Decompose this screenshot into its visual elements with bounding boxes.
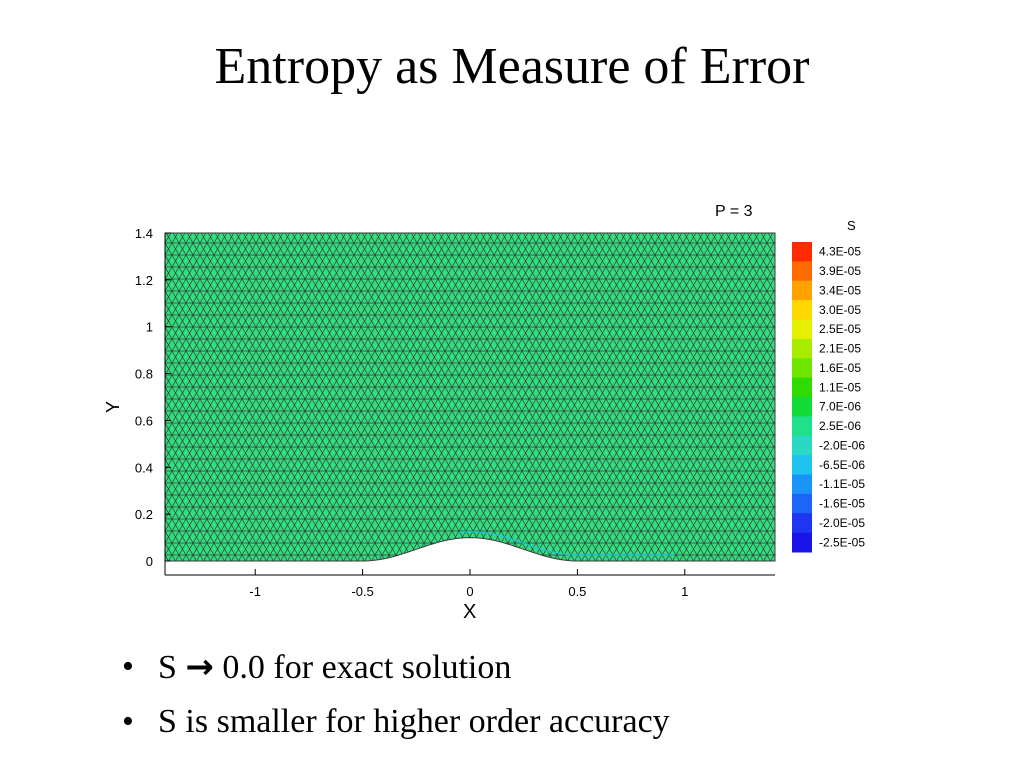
entropy-contour-plot: P = 3 S 00.20.40.60.811.21.4-1 -0.5 0 0.5 1 … [103, 203, 865, 623]
x-tick-label: 1 [681, 584, 688, 599]
colorbar-label: 2.5E-06 [819, 419, 861, 433]
colorbar-swatch [792, 377, 812, 398]
colorbar-swatch [792, 319, 812, 340]
colorbar-swatch [792, 455, 812, 475]
y-tick-label: 0.4 [135, 460, 153, 475]
colorbar-label: 4.3E-05 [819, 245, 861, 259]
colorbar-label: -6.5E-06 [819, 458, 865, 472]
bullet-text-end: 0.0 for exact solution [213, 649, 512, 686]
bullet-item-exact-solution: • S → 0.0 for exact solution [118, 640, 670, 695]
colorbar-swatch [792, 338, 812, 359]
domain-outline [164, 232, 776, 562]
colorbar-swatch [792, 397, 812, 417]
x-tick-label: -0.5 [351, 584, 373, 599]
colorbar-swatch [792, 358, 812, 379]
x-tick-label: -1 [249, 584, 261, 599]
y-tick-label: 0.2 [135, 507, 153, 522]
colorbar-label: 1.1E-05 [819, 380, 861, 394]
x-tick-label: 0.5 [568, 584, 586, 599]
colorbar-swatch [792, 416, 812, 437]
bullet-item-higher-order: • S is smaller for higher order accuracy [118, 695, 670, 749]
error-band [459, 530, 675, 556]
colorbar-swatch [792, 474, 812, 495]
y-tick-label: 0 [146, 554, 153, 569]
plot-axes: 0 0.2 0.4 0.6 0.8 1 1.2 1.4 -1 -0.5 0 0.5 1 [135, 226, 775, 599]
bullet-text-start: S [158, 649, 186, 686]
colorbar-label: -2.5E-05 [819, 535, 865, 549]
colorbar: 4.3E-05 3.9E-05 3.4E-05 3.0E-05 2.5E-05 2.1E-… [792, 242, 865, 553]
arrow-right-icon: → [185, 647, 214, 687]
colorbar-swatch [792, 513, 812, 534]
colorbar-label: -1.6E-05 [819, 497, 865, 511]
colorbar-swatch [792, 280, 812, 301]
colorbar-swatch [792, 300, 812, 320]
colorbar-title: S [847, 218, 856, 233]
y-tick-label: 0.8 [135, 367, 153, 382]
mesh-domain [164, 232, 776, 562]
colorbar-label: 3.0E-05 [819, 303, 861, 317]
plot-label: P = 3 [715, 203, 753, 220]
colorbar-swatch [792, 435, 812, 456]
colorbar-swatch [792, 532, 812, 553]
colorbar-swatch [792, 261, 812, 282]
colorbar-label: -2.0E-05 [819, 516, 865, 530]
colorbar-swatch [792, 493, 812, 514]
bullet-dot: • [122, 648, 134, 685]
colorbar-label: 3.9E-05 [819, 264, 861, 278]
colorbar-label: 7.0E-06 [819, 400, 861, 414]
colorbar-label: 3.4E-05 [819, 283, 861, 297]
y-tick-label: 1.2 [135, 273, 153, 288]
colorbar-label: -1.1E-05 [819, 477, 865, 491]
bullet-text: S is smaller for higher order accuracy [158, 703, 670, 740]
y-tick-label: 0.6 [135, 413, 153, 428]
colorbar-label: 1.6E-05 [819, 361, 861, 375]
mesh-fill [165, 233, 775, 561]
y-tick-label: 1.4 [135, 226, 153, 241]
colorbar-label: -2.0E-06 [819, 438, 865, 452]
colorbar-label: 2.5E-05 [819, 322, 861, 336]
y-axis-label: Y [103, 401, 123, 413]
bullet-list: • S → 0.0 for exact solution • S is smal… [118, 640, 670, 749]
y-tick-label: 1 [146, 320, 153, 335]
bullet-dot: • [122, 703, 134, 740]
colorbar-label: 2.1E-05 [819, 342, 861, 356]
x-axis-label: X [463, 601, 476, 623]
slide-title: Entropy as Measure of Error [214, 38, 810, 95]
x-tick-label: 0 [466, 584, 473, 599]
colorbar-swatch [792, 242, 812, 262]
